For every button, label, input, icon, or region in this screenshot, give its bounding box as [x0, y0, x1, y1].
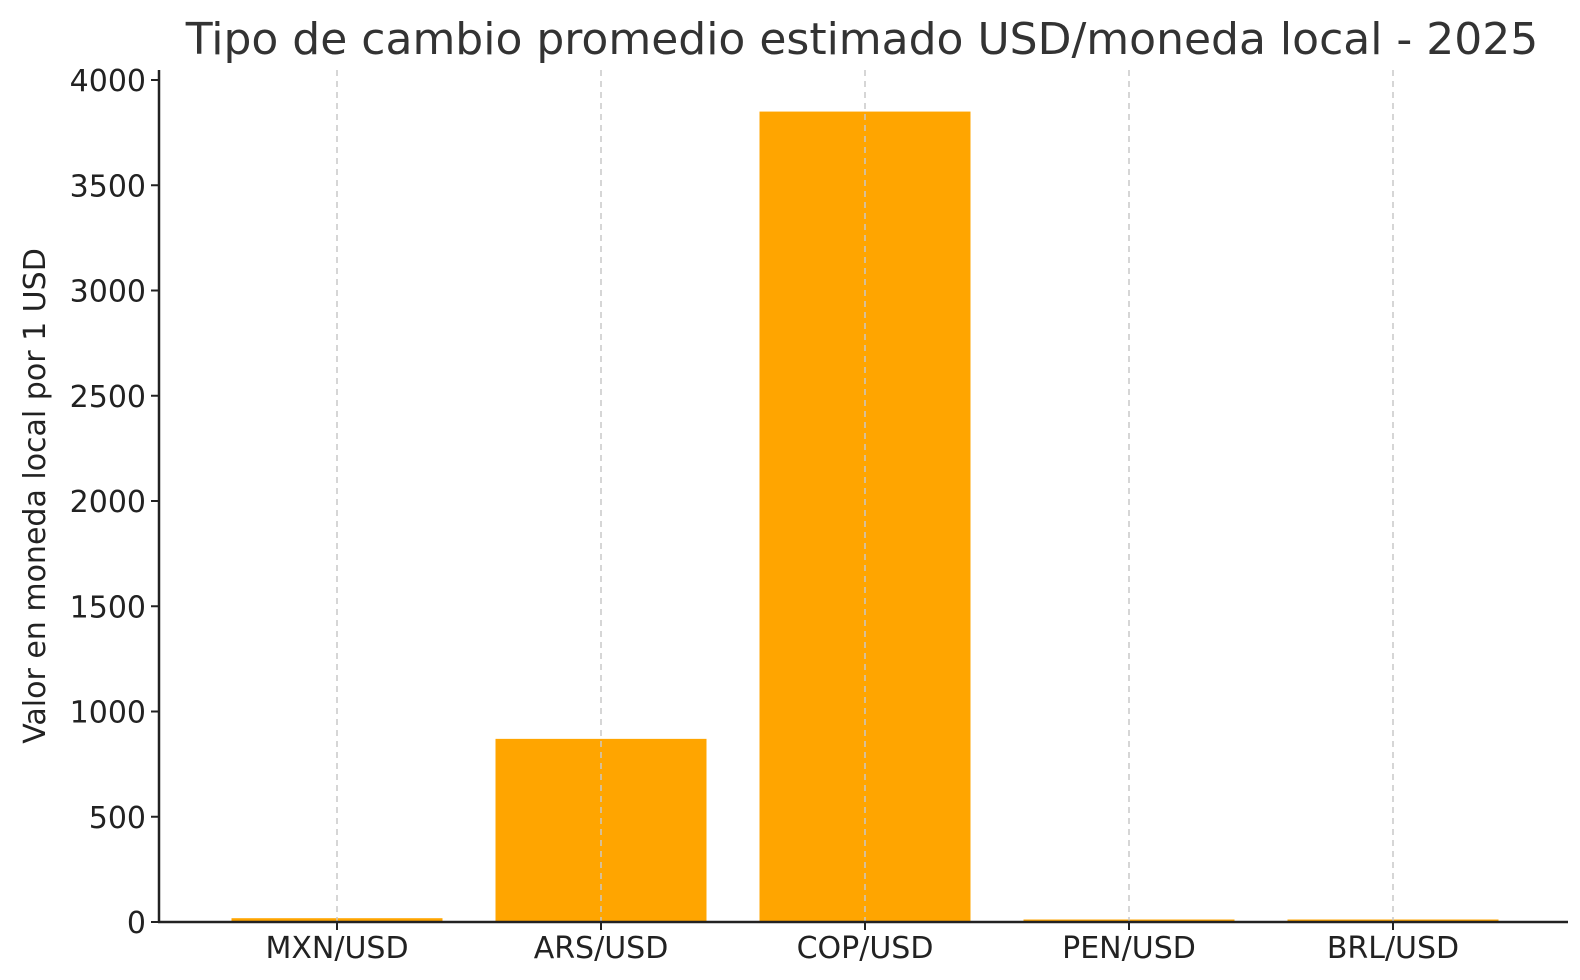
- x-tick-label: MXN/USD: [265, 931, 408, 966]
- y-tick-label: 3500: [70, 169, 146, 204]
- y-axis-label: Valor en moneda local por 1 USD: [18, 248, 53, 744]
- y-tick-label: 2000: [70, 485, 146, 520]
- gridlines: [336, 70, 1394, 922]
- x-tick-label: BRL/USD: [1327, 931, 1459, 966]
- x-axis-ticks: MXN/USD ARS/USD COP/USD PEN/USD BRL/USD: [265, 922, 1459, 966]
- y-tick-label: 1000: [70, 696, 146, 731]
- y-tick-label: 0: [127, 906, 146, 941]
- y-tick-label: 500: [89, 801, 146, 836]
- chart-title: Tipo de cambio promedio estimado USD/mon…: [185, 14, 1539, 65]
- y-axis-ticks: 0 500 1000 1500 2000 2500 3000 3500 4000: [70, 64, 159, 941]
- y-tick-label: 1500: [70, 590, 146, 625]
- y-tick-label: 4000: [70, 64, 146, 99]
- x-tick-label: ARS/USD: [534, 931, 669, 966]
- x-tick-label: COP/USD: [797, 931, 934, 966]
- y-tick-label: 3000: [70, 275, 146, 310]
- y-tick-label: 2500: [70, 380, 146, 415]
- x-tick-label: PEN/USD: [1062, 931, 1196, 966]
